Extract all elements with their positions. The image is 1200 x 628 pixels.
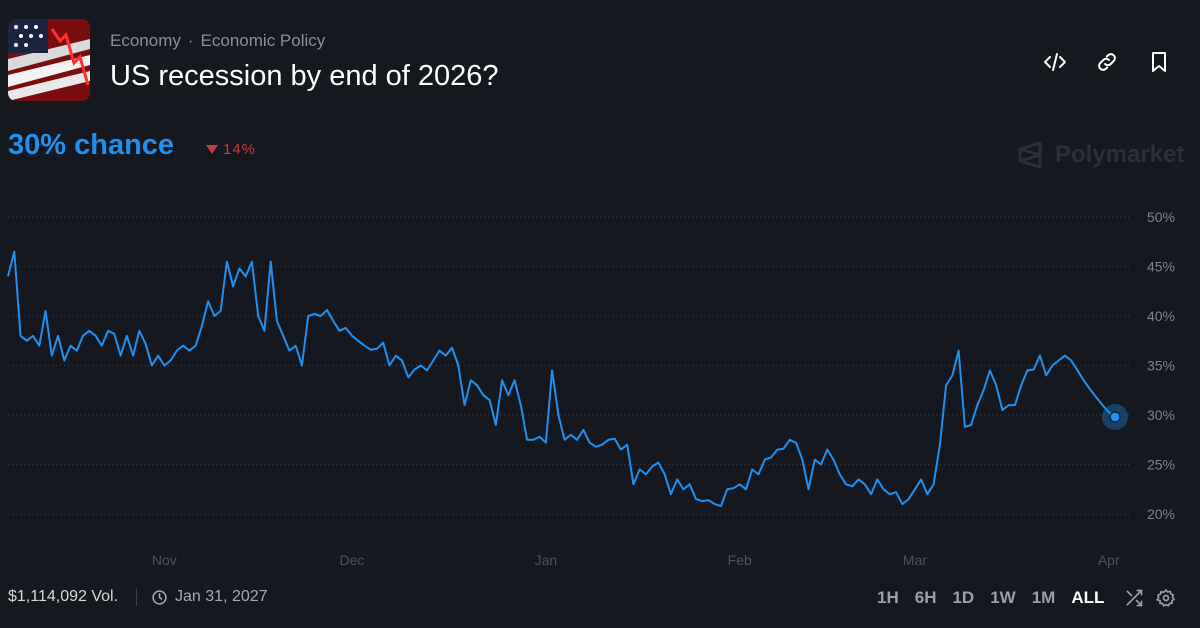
- shuffle-button[interactable]: [1121, 586, 1147, 610]
- market-footer: $1,114,092 Vol. Jan 31, 2027: [8, 588, 268, 606]
- divider: [136, 588, 138, 606]
- y-tick-label: 35%: [1147, 358, 1175, 374]
- triangle-down-icon: [206, 144, 218, 154]
- end-date: Jan 31, 2027: [151, 588, 268, 606]
- breadcrumb-subcategory[interactable]: Economic Policy: [200, 31, 326, 50]
- y-tick-label: 45%: [1147, 259, 1175, 275]
- clock-icon: [152, 589, 167, 605]
- x-tick-label: Feb: [728, 552, 752, 568]
- y-tick-label: 40%: [1147, 308, 1175, 324]
- breadcrumb-category[interactable]: Economy: [110, 31, 181, 50]
- end-date-text: Jan 31, 2027: [175, 588, 268, 605]
- probability-line: [7, 250, 1116, 508]
- polymarket-logo-icon: [1018, 141, 1042, 169]
- header-actions: [1040, 48, 1174, 76]
- range-1d[interactable]: 1D: [952, 588, 975, 607]
- polymarket-watermark: Polymarket: [1016, 140, 1184, 170]
- current-point[interactable]: [1109, 411, 1121, 423]
- volume: $1,114,092 Vol.: [8, 588, 119, 605]
- price-chart[interactable]: 20% 25% 30% 35% 40% 45% 50% Nov Dec Jan Feb Mar Apr: [0, 200, 1200, 580]
- market-title: US recession by end of 2026?: [110, 60, 499, 92]
- y-tick-label: 25%: [1147, 457, 1175, 473]
- range-1m[interactable]: 1M: [1031, 588, 1056, 607]
- breadcrumb-separator: ·: [187, 31, 194, 50]
- x-tick-label: Jan: [535, 552, 558, 568]
- y-tick-label: 30%: [1147, 407, 1175, 423]
- x-tick-label: Nov: [152, 552, 177, 568]
- embed-icon: [1044, 53, 1066, 71]
- range-6h[interactable]: 6H: [914, 588, 937, 607]
- market-thumbnail: [8, 19, 90, 101]
- bookmark-button[interactable]: [1144, 48, 1174, 76]
- embed-button[interactable]: [1040, 48, 1070, 76]
- brand-name: Polymarket: [1055, 141, 1185, 168]
- settings-button[interactable]: [1153, 586, 1179, 610]
- range-all[interactable]: ALL: [1071, 588, 1105, 607]
- x-tick-label: Apr: [1098, 552, 1120, 568]
- breadcrumb: Economy · Economic Policy: [110, 31, 325, 51]
- gear-icon: [1156, 588, 1176, 607]
- x-tick-label: Mar: [903, 552, 927, 568]
- range-1h[interactable]: 1H: [877, 588, 899, 607]
- range-1w[interactable]: 1W: [990, 588, 1016, 607]
- link-icon: [1098, 53, 1116, 71]
- x-tick-label: Dec: [340, 552, 365, 568]
- bookmark-icon: [1152, 52, 1166, 72]
- time-range-selector: 1H 6H 1D 1W 1M ALL: [872, 586, 1179, 610]
- copy-link-button[interactable]: [1092, 48, 1122, 76]
- y-tick-label: 50%: [1147, 209, 1175, 225]
- chance-value: 30% chance: [8, 129, 175, 161]
- shuffle-icon: [1126, 589, 1143, 607]
- y-tick-label: 20%: [1147, 506, 1175, 522]
- chance-delta: 14%: [206, 141, 256, 158]
- chance-delta-value: 14%: [223, 141, 257, 158]
